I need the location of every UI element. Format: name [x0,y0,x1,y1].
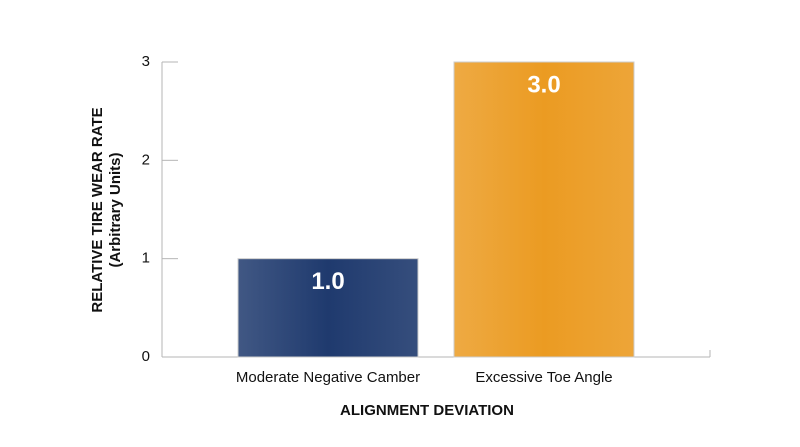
x-axis-title: ALIGNMENT DEVIATION [340,402,514,419]
x-tick-label: Moderate Negative Camber [236,369,420,386]
x-tick-label: Excessive Toe Angle [475,369,612,386]
y-tick-label: 2 [142,151,150,168]
value-label: 1.0 [311,268,344,295]
y-tick-label: 0 [142,348,150,365]
value-label: 3.0 [527,71,560,98]
y-axis-subtitle: (Arbitrary Units) [107,152,124,267]
bar [237,258,419,358]
y-tick-label: 3 [142,53,150,70]
bar [453,61,635,358]
y-tick-label: 1 [142,250,150,267]
y-axis-title: RELATIVE TIRE WEAR RATE [89,107,106,312]
